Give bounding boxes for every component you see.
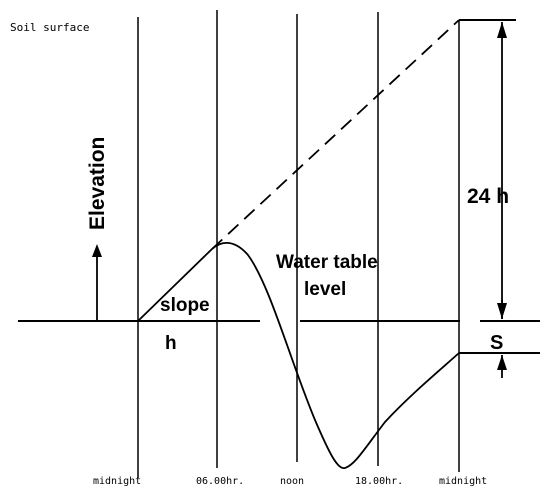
slope-dashed-extrapolation: [211, 19, 460, 250]
water-table-curve: [211, 242, 460, 469]
elevation-label: Elevation: [86, 137, 109, 230]
water-table-label-line1: Water table: [276, 252, 378, 273]
h-label: h: [165, 333, 177, 354]
time-tick-label: midnight: [439, 476, 487, 487]
twenty-four-h-label: 24 h: [467, 185, 509, 208]
time-tick-label: 06.00hr.: [196, 476, 244, 487]
elevation-arrow-head: [92, 244, 102, 257]
time-tick-label: 18.00hr.: [355, 476, 403, 487]
slope-label: slope: [160, 295, 210, 316]
s-arrow-up-head: [497, 355, 507, 370]
soil-surface-label: Soil surface: [10, 21, 89, 34]
water-table-label-line2: level: [304, 279, 346, 300]
slope-line: [137, 248, 213, 322]
s-label: S: [490, 332, 503, 354]
time-tick-label: midnight: [93, 476, 141, 487]
time-tick-label: noon: [280, 476, 304, 487]
dimension-24h-arrow-top: [497, 22, 507, 38]
